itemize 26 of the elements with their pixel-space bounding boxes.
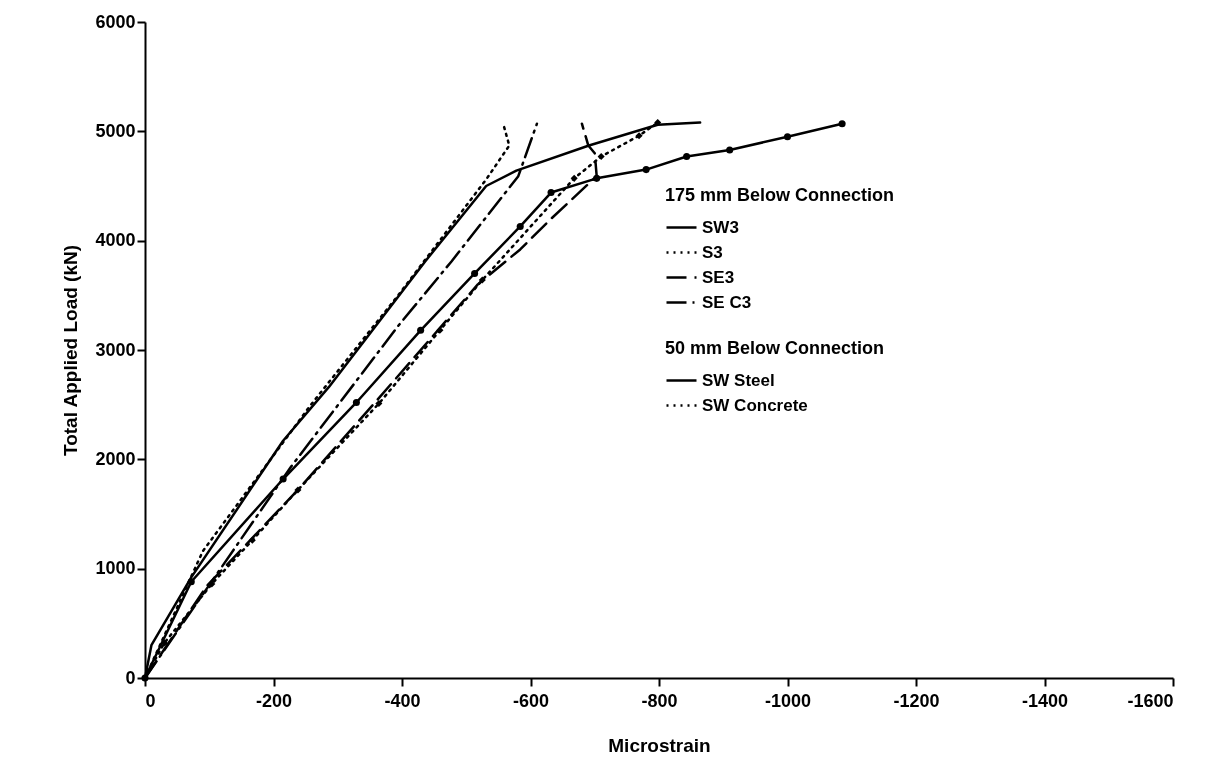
y-tick-label: 0 bbox=[125, 667, 136, 688]
x-tick-label: -800 bbox=[641, 690, 678, 711]
x-axis-title: Microstrain bbox=[608, 734, 711, 756]
y-tick-label: 3000 bbox=[95, 339, 136, 360]
legend-label: SE3 bbox=[702, 267, 735, 287]
y-tick-label: 4000 bbox=[95, 230, 136, 251]
legend-label: SW3 bbox=[702, 217, 739, 237]
legend-label: S3 bbox=[702, 242, 723, 262]
y-tick-label: 6000 bbox=[95, 11, 136, 32]
y-tick-label: 5000 bbox=[95, 120, 136, 141]
legend-label: SW Steel bbox=[702, 370, 775, 390]
x-tick-label: -1600 bbox=[1127, 690, 1174, 711]
x-tick-label: 0 bbox=[145, 690, 156, 711]
x-tick-label: -200 bbox=[255, 690, 293, 711]
legend-label: SE C3 bbox=[702, 292, 752, 312]
y-axis-title: Total Applied Load (kN) bbox=[60, 244, 82, 457]
y-tick-label: 2000 bbox=[95, 448, 136, 469]
y-tick-label: 1000 bbox=[95, 558, 136, 579]
legend-label: SW Concrete bbox=[702, 395, 808, 415]
x-tick-label: -1400 bbox=[1021, 690, 1069, 711]
x-tick-label: -1200 bbox=[893, 690, 940, 711]
x-tick-label: -400 bbox=[384, 690, 421, 711]
text: 175 mm Below Connection bbox=[665, 185, 895, 205]
x-tick-label: -600 bbox=[512, 690, 550, 711]
text: 50 mm Below Connection bbox=[665, 338, 885, 358]
x-tick-label: -1000 bbox=[764, 690, 812, 711]
